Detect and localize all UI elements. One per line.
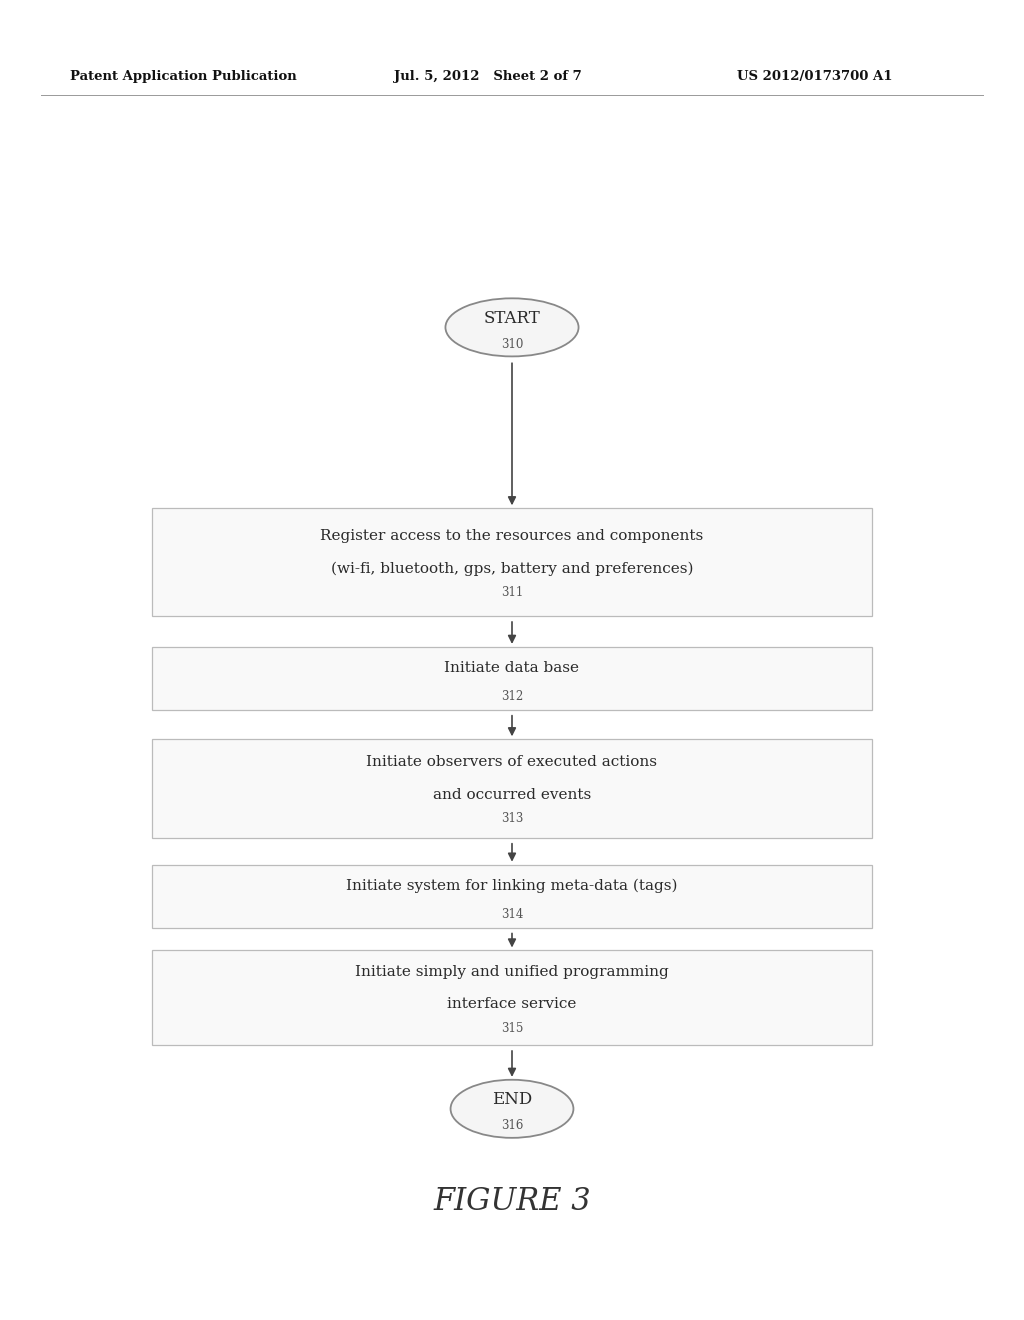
- Text: 310: 310: [501, 338, 523, 351]
- Text: Initiate observers of executed actions: Initiate observers of executed actions: [367, 755, 657, 770]
- Text: and occurred events: and occurred events: [433, 788, 591, 803]
- FancyBboxPatch shape: [152, 950, 872, 1045]
- Text: 314: 314: [501, 908, 523, 921]
- Text: (wi-fi, bluetooth, gps, battery and preferences): (wi-fi, bluetooth, gps, battery and pref…: [331, 561, 693, 576]
- Text: 312: 312: [501, 690, 523, 704]
- Ellipse shape: [451, 1080, 573, 1138]
- Text: Patent Application Publication: Patent Application Publication: [70, 70, 296, 83]
- Text: 313: 313: [501, 812, 523, 825]
- Text: interface service: interface service: [447, 997, 577, 1011]
- Text: FIGURE 3: FIGURE 3: [433, 1185, 591, 1217]
- FancyBboxPatch shape: [152, 508, 872, 616]
- Text: Initiate system for linking meta-data (tags): Initiate system for linking meta-data (t…: [346, 879, 678, 892]
- Text: 316: 316: [501, 1119, 523, 1133]
- Text: END: END: [492, 1092, 532, 1107]
- Text: Initiate simply and unified programming: Initiate simply and unified programming: [355, 965, 669, 978]
- Text: 315: 315: [501, 1022, 523, 1035]
- Text: Initiate data base: Initiate data base: [444, 661, 580, 675]
- FancyBboxPatch shape: [152, 647, 872, 710]
- Text: Register access to the resources and components: Register access to the resources and com…: [321, 529, 703, 543]
- FancyBboxPatch shape: [152, 865, 872, 928]
- FancyBboxPatch shape: [152, 739, 872, 838]
- Text: 311: 311: [501, 586, 523, 599]
- Ellipse shape: [445, 298, 579, 356]
- Text: US 2012/0173700 A1: US 2012/0173700 A1: [737, 70, 893, 83]
- Text: Jul. 5, 2012   Sheet 2 of 7: Jul. 5, 2012 Sheet 2 of 7: [394, 70, 582, 83]
- Text: START: START: [483, 310, 541, 326]
